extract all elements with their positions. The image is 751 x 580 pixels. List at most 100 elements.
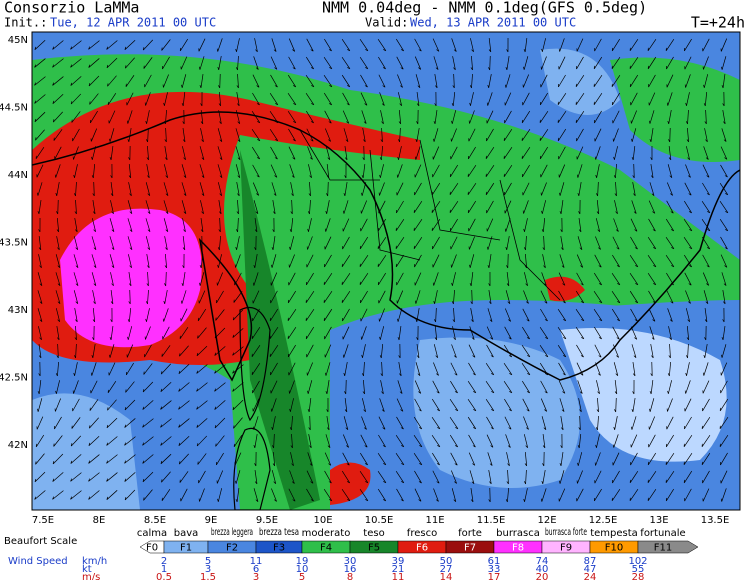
wind-arrow (234, 452, 242, 466)
wind-arrow (128, 289, 131, 305)
wind-arrow (199, 164, 205, 178)
wind-arrow (666, 416, 674, 430)
wind-arrow (722, 91, 725, 107)
wind-arrow (378, 290, 386, 304)
wind-arrow (540, 398, 548, 412)
wind-arrow (180, 488, 188, 502)
wind-arrow (233, 434, 243, 448)
wind-arrow (666, 200, 674, 214)
wind-arrow (326, 164, 330, 179)
wind-arrow (270, 398, 277, 412)
wind-arrow (179, 327, 189, 339)
wind-arrow (488, 290, 492, 305)
wind-arrow (38, 217, 41, 233)
wind-arrow (721, 344, 727, 358)
wind-arrow (398, 343, 401, 359)
wind-arrow (414, 254, 422, 268)
wind-arrow (307, 146, 313, 160)
wind-arrow (433, 344, 439, 359)
wind-arrow (470, 308, 474, 323)
wind-arrow (449, 398, 459, 412)
wind-arrow (686, 325, 690, 341)
wind-arrow (180, 290, 187, 304)
class-name: burrasca (496, 528, 540, 539)
wind-arrow (521, 363, 531, 376)
wind-arrow (359, 255, 369, 267)
wind-arrow (308, 415, 311, 431)
wind-arrow (214, 327, 226, 339)
wind-arrow (648, 416, 656, 430)
wind-arrow (142, 381, 154, 393)
lon-label: 10.5E (365, 515, 394, 526)
wind-arrow (91, 344, 96, 359)
wind-arrow (649, 110, 655, 124)
wind-arrow (647, 56, 657, 70)
wind-arrow (503, 380, 513, 394)
wind-arrow (522, 326, 530, 340)
wind-arrow (110, 290, 114, 305)
wind-arrow (163, 182, 169, 196)
wind-arrow (378, 182, 385, 196)
wind-arrow (541, 200, 547, 214)
wind-arrow (216, 38, 223, 52)
wind-arrow (701, 219, 711, 232)
wind-arrow (252, 74, 260, 88)
wind-arrow (485, 398, 495, 412)
wind-arrow (702, 470, 710, 484)
wind-arrow (305, 93, 315, 106)
wind-arrow (630, 434, 638, 448)
wind-arrow (504, 200, 512, 214)
wind-arrow (252, 308, 260, 322)
wind-arrow (128, 182, 132, 197)
wind-arrow (395, 237, 405, 249)
wind-arrow (542, 235, 545, 251)
wind-arrow (38, 254, 42, 269)
wind-arrow (124, 436, 136, 446)
wind-arrow (198, 56, 205, 70)
wind-arrow (164, 146, 168, 161)
wind-arrow (576, 56, 584, 70)
wind-arrow (505, 236, 510, 250)
wind-arrow (269, 92, 279, 106)
wind-arrow (90, 380, 98, 394)
wind-arrow (90, 362, 97, 376)
wind-arrow (702, 38, 710, 52)
wind-arrow (575, 93, 585, 105)
wind-arrow (55, 290, 61, 304)
lead-time: T=+24h (691, 14, 745, 32)
wind-arrow (702, 164, 710, 178)
wind-arrow (451, 344, 457, 358)
wind-arrow (109, 326, 114, 341)
speed-value: 24 (584, 572, 597, 580)
wind-arrow (287, 309, 297, 321)
wind-arrow (450, 128, 457, 142)
wind-arrow (686, 127, 689, 143)
wind-arrow (214, 400, 226, 410)
wind-arrow (218, 73, 221, 89)
wind-arrow (325, 362, 331, 376)
wind-arrow (722, 110, 726, 125)
wind-arrow (433, 290, 438, 304)
wind-arrow (614, 397, 617, 413)
wind-arrow (92, 218, 96, 233)
wind-arrow (342, 236, 350, 250)
wind-arrow (702, 398, 710, 412)
wind-arrow (377, 488, 387, 502)
wind-arrow (413, 219, 423, 231)
wind-arrow (631, 200, 637, 214)
wind-arrow (704, 109, 707, 125)
wind-arrow (522, 182, 530, 196)
wind-arrow (524, 469, 527, 485)
wind-arrow (52, 472, 64, 482)
wind-arrow (395, 254, 405, 268)
wind-arrow (377, 255, 387, 267)
wind-arrow (397, 74, 403, 88)
unit: m/s (82, 572, 100, 580)
wind-arrow (488, 55, 491, 71)
wind-arrow (398, 362, 402, 377)
wind-arrow (451, 289, 455, 305)
wind-arrow (524, 272, 528, 287)
lon-label: 8.5E (144, 515, 166, 526)
wind-arrow (362, 128, 366, 143)
wind-arrow (235, 488, 240, 503)
